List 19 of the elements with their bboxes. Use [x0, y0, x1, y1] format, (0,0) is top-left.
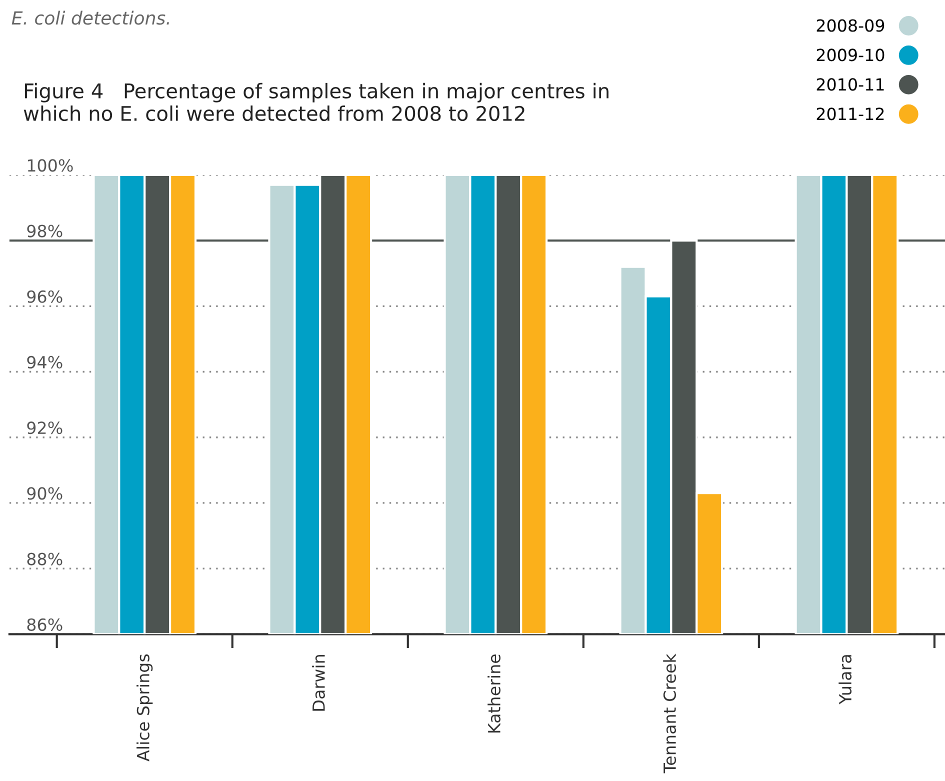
y-tick-label: 100%: [28, 159, 73, 172]
x-tick-label: Yulara: [838, 655, 852, 704]
x-tick-label: Darwin: [312, 655, 325, 711]
legend-label: 2011-12: [816, 108, 884, 120]
y-tick-label: 88%: [27, 552, 62, 566]
legend-label: 2008-09: [816, 19, 884, 32]
legend-label: 2009-10: [816, 48, 884, 62]
x-tick-label: Katherine: [488, 654, 500, 732]
legend-label: 2010-11: [816, 78, 884, 91]
y-tick-label: 86%: [27, 618, 62, 631]
chart-title: Figure 4 Percentage of samples taken in major centres in which no E. coli were detected from 2008 to 2012: [24, 82, 608, 122]
x-tick-label: Tennant Creek: [663, 654, 676, 774]
y-tick-label: 96%: [27, 290, 62, 303]
y-tick-label: 94%: [27, 356, 62, 369]
x-tick-label: Alice Springs: [136, 654, 153, 762]
text: E. coli detections.: [12, 10, 169, 25]
y-tick-label: 90%: [27, 487, 62, 500]
y-tick-label: 98%: [27, 224, 62, 238]
y-tick-label: 92%: [27, 422, 62, 434]
